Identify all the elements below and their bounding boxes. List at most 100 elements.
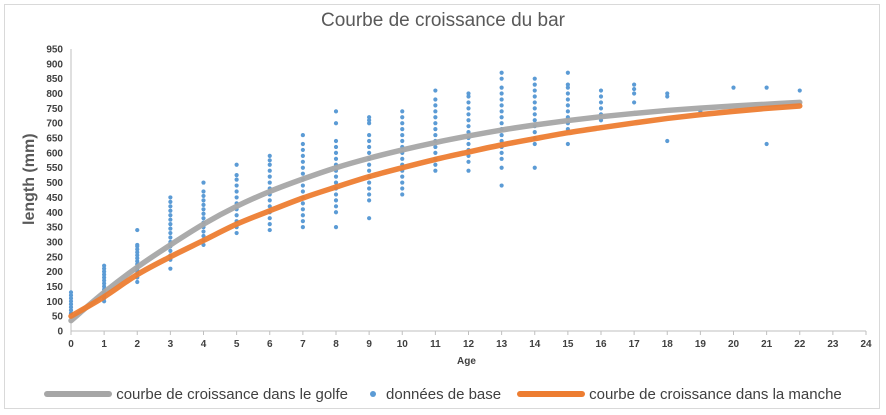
data-point (400, 109, 405, 114)
data-point (300, 207, 305, 212)
data-point (532, 130, 537, 135)
data-point (300, 159, 305, 164)
x-tick-label: 7 (300, 339, 306, 350)
data-point (665, 138, 670, 144)
data-point (565, 85, 570, 90)
y-tick-label: 200 (46, 267, 63, 278)
data-point (565, 82, 570, 87)
data-point (499, 156, 504, 161)
y-tick-label: 250 (46, 252, 63, 263)
data-point (598, 94, 604, 99)
data-point (300, 165, 305, 170)
data-point (135, 250, 140, 255)
data-point (433, 121, 438, 126)
data-point (532, 106, 537, 111)
x-tick-label: 23 (827, 339, 839, 350)
y-tick-label: 700 (46, 119, 63, 130)
data-point (68, 299, 74, 304)
data-point (532, 165, 537, 170)
data-point (532, 94, 537, 99)
data-point (267, 216, 272, 221)
x-tick-label: 18 (662, 339, 674, 350)
data-point (665, 94, 670, 99)
data-point (168, 266, 173, 271)
data-point (68, 290, 74, 295)
series-line-golfe (68, 99, 803, 324)
data-point (466, 159, 471, 164)
data-point (135, 247, 140, 252)
data-point (267, 227, 272, 233)
data-point (532, 100, 537, 105)
chart-title: Courbe de croissance du bar (321, 10, 565, 31)
data-point (367, 150, 372, 155)
x-tick-label: 0 (68, 339, 74, 350)
data-point (333, 192, 339, 197)
data-point (532, 118, 537, 123)
data-point (102, 278, 107, 283)
data-point (333, 156, 339, 161)
data-point (68, 296, 74, 301)
y-tick-label: 600 (46, 148, 63, 159)
data-point (466, 124, 471, 129)
data-point (300, 171, 305, 176)
data-point (499, 76, 504, 81)
data-point (267, 222, 272, 227)
y-tick-label: 0 (57, 327, 63, 338)
data-point (433, 132, 438, 138)
y-tick-label: 50 (52, 312, 64, 323)
y-tick-label: 400 (46, 208, 63, 219)
data-point (333, 225, 339, 230)
data-point (168, 204, 173, 209)
data-point (400, 115, 405, 120)
legend: courbe de croissance dans le golfe donné… (0, 383, 886, 405)
data-point (333, 174, 339, 179)
data-point (68, 302, 74, 307)
data-point (333, 180, 339, 185)
data-point (367, 216, 372, 221)
data-point (135, 279, 140, 285)
y-tick-label: 800 (46, 89, 63, 100)
data-point (168, 217, 173, 222)
data-point (433, 168, 438, 173)
data-point (267, 198, 272, 203)
data-point (499, 85, 504, 90)
data-point (499, 103, 504, 108)
data-point (102, 275, 107, 280)
data-point (499, 109, 504, 114)
data-point (367, 186, 372, 191)
data-point (532, 76, 537, 81)
data-point (300, 141, 305, 147)
x-tick-label: 15 (562, 339, 574, 350)
data-point (168, 213, 173, 218)
x-tick-label: 9 (366, 339, 372, 350)
data-point (433, 88, 438, 93)
data-point (135, 256, 140, 261)
data-point (267, 168, 272, 173)
data-point (400, 174, 405, 179)
y-tick-label: 650 (46, 134, 63, 145)
legend-label-manche: courbe de croissance dans la manche (589, 385, 842, 403)
x-tick-label: 22 (794, 339, 806, 350)
data-point (267, 162, 272, 167)
data-point (499, 91, 504, 96)
data-point (168, 208, 173, 213)
data-point (234, 230, 239, 236)
data-point (433, 109, 438, 114)
x-tick-label: 24 (860, 339, 872, 350)
data-point (333, 210, 339, 215)
legend-swatch-manche (517, 391, 586, 397)
data-point (102, 263, 107, 268)
data-point (433, 97, 438, 102)
x-tick-label: 12 (463, 339, 475, 350)
data-point (300, 213, 305, 218)
data-point (632, 100, 637, 105)
data-point (665, 91, 670, 96)
data-point (565, 109, 570, 114)
data-point (367, 132, 372, 138)
data-point (433, 144, 438, 150)
data-point (466, 118, 471, 123)
data-point (532, 141, 537, 147)
data-point (632, 82, 637, 87)
data-point (102, 284, 107, 289)
x-tick-label: 10 (397, 339, 409, 350)
